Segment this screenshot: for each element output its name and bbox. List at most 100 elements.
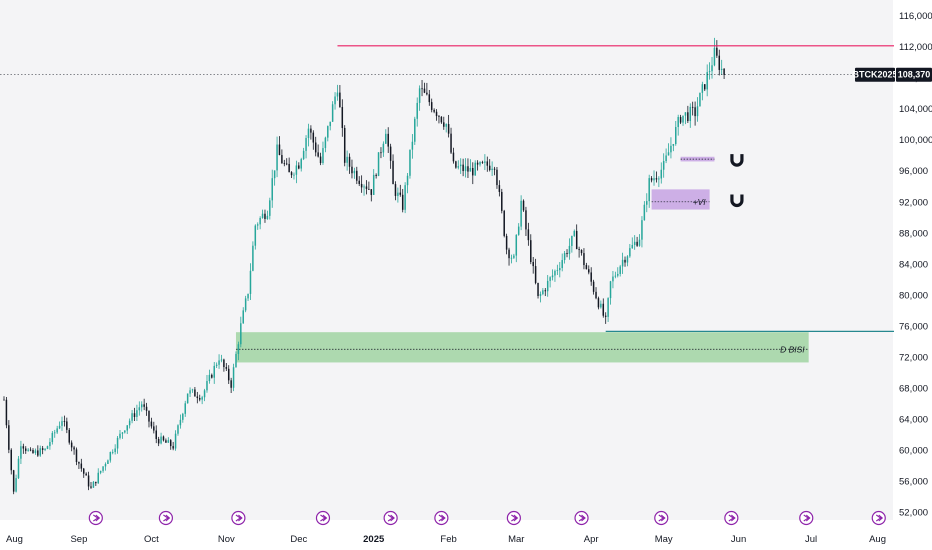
- x-tick-label: Nov: [218, 534, 235, 545]
- x-tick-label: Aug: [869, 534, 886, 545]
- candle-body-12: [32, 449, 34, 453]
- event-marker-7[interactable]: [574, 510, 589, 526]
- candle-body-184: [447, 124, 450, 134]
- symbol-badge[interactable]: BTCK2025: [852, 67, 898, 82]
- candle-body-255: [619, 266, 621, 274]
- candle-body-250: [607, 298, 609, 317]
- y-tick-label: 68,000: [899, 384, 928, 395]
- candle-body-241: [585, 265, 588, 270]
- candle-body-296: [718, 55, 721, 70]
- event-marker-2[interactable]: [231, 510, 246, 526]
- candle-body-138: [336, 92, 339, 97]
- magnet-icon[interactable]: [730, 194, 744, 207]
- candle-body-132: [322, 148, 324, 164]
- event-marker-9[interactable]: [724, 510, 739, 526]
- candle-body-66: [162, 436, 165, 441]
- candle-body-44: [109, 452, 112, 461]
- candle-body-253: [614, 275, 617, 277]
- candle-body-158: [385, 133, 387, 144]
- candle-body-47: [116, 437, 119, 449]
- magnet-shape-1: [730, 194, 744, 207]
- candle-body-245: [595, 291, 597, 299]
- event-marker-0[interactable]: [88, 510, 103, 526]
- candle-body-50: [124, 430, 126, 433]
- candle-body-195: [474, 162, 476, 176]
- candle-body-75: [184, 403, 186, 414]
- event-marker-10[interactable]: [799, 510, 814, 526]
- candle-body-59: [145, 406, 148, 411]
- candle-body-76: [186, 393, 189, 404]
- candle-body-79: [194, 389, 196, 397]
- candle-body-225: [546, 280, 549, 292]
- candle-body-32: [80, 463, 83, 469]
- candle-body-109: [266, 215, 269, 219]
- candle-body-209: [508, 249, 510, 259]
- candle-body-251: [609, 281, 612, 299]
- candle-body-276: [670, 145, 672, 153]
- event-marker-11[interactable]: [871, 510, 886, 526]
- candle-body-199: [484, 161, 486, 163]
- event-marker-ring: [158, 510, 174, 526]
- plot-area[interactable]: [0, 0, 893, 520]
- candle-body-216: [525, 210, 527, 230]
- candle-body-103: [252, 245, 254, 271]
- event-marker-ring: [574, 510, 589, 526]
- candle-body-35: [87, 475, 90, 487]
- last-price-badge-text: 108,370: [898, 70, 931, 80]
- candle-body-267: [648, 178, 650, 202]
- candle-body-113: [276, 144, 278, 171]
- candle-body-89: [218, 360, 220, 365]
- event-marker-3[interactable]: [315, 510, 331, 526]
- candle-body-186: [452, 152, 455, 162]
- event-marker-5[interactable]: [434, 510, 449, 526]
- candle-body-0: [3, 399, 5, 401]
- markers-layer: [88, 154, 886, 526]
- candle-body-22: [56, 428, 58, 433]
- candle-body-157: [382, 143, 385, 153]
- candle-body-230: [559, 268, 561, 271]
- event-marker-8[interactable]: [654, 510, 669, 526]
- candle-body-93: [227, 368, 230, 381]
- candle-body-196: [476, 162, 479, 165]
- event-marker-ring: [871, 510, 886, 526]
- candle-body-26: [66, 421, 68, 430]
- candle-body-7: [20, 446, 22, 459]
- event-marker-1[interactable]: [158, 510, 174, 526]
- candle-body-94: [230, 380, 232, 388]
- magnet-icon[interactable]: [730, 154, 744, 167]
- candle-body-239: [580, 250, 583, 254]
- candle-body-107: [261, 213, 264, 218]
- candle-body-28: [70, 442, 73, 448]
- candle-body-84: [206, 381, 208, 391]
- event-marker-ring: [383, 510, 398, 526]
- zone-box-1[interactable]: [651, 189, 710, 210]
- last-price-badge[interactable]: 108,370: [896, 67, 932, 82]
- candle-body-65: [160, 436, 162, 444]
- candle-body-51: [126, 425, 128, 431]
- candle-body-182: [443, 122, 445, 127]
- candle-body-181: [440, 116, 443, 123]
- x-axis[interactable]: Aug Sep Oct Nov Dec 2025 Feb Mar Apr May Jun Jul Aug: [6, 534, 886, 545]
- candle-body-106: [259, 217, 261, 225]
- y-axis[interactable]: 52,000 56,000 60,000 64,000 68,000 72,000 76,0…: [852, 11, 932, 519]
- candle-body-226: [549, 277, 551, 281]
- event-marker-4[interactable]: [383, 510, 398, 526]
- candle-body-224: [544, 290, 547, 292]
- candle-body-291: [706, 72, 708, 90]
- candle-body-139: [339, 92, 341, 108]
- zone-box-0[interactable]: [235, 332, 809, 363]
- candle-body-215: [522, 200, 525, 211]
- candle-body-248: [602, 303, 605, 316]
- candle-body-146: [356, 170, 358, 181]
- zone-box-2[interactable]: [680, 156, 715, 162]
- candle-body-9: [24, 448, 27, 451]
- candle-body-88: [215, 364, 218, 366]
- candle-body-238: [578, 249, 580, 251]
- event-marker-6[interactable]: [506, 510, 521, 526]
- candle-body-191: [464, 166, 467, 172]
- candle-body-258: [626, 256, 629, 263]
- candle-body-99: [242, 310, 244, 324]
- event-marker-ring: [315, 510, 331, 526]
